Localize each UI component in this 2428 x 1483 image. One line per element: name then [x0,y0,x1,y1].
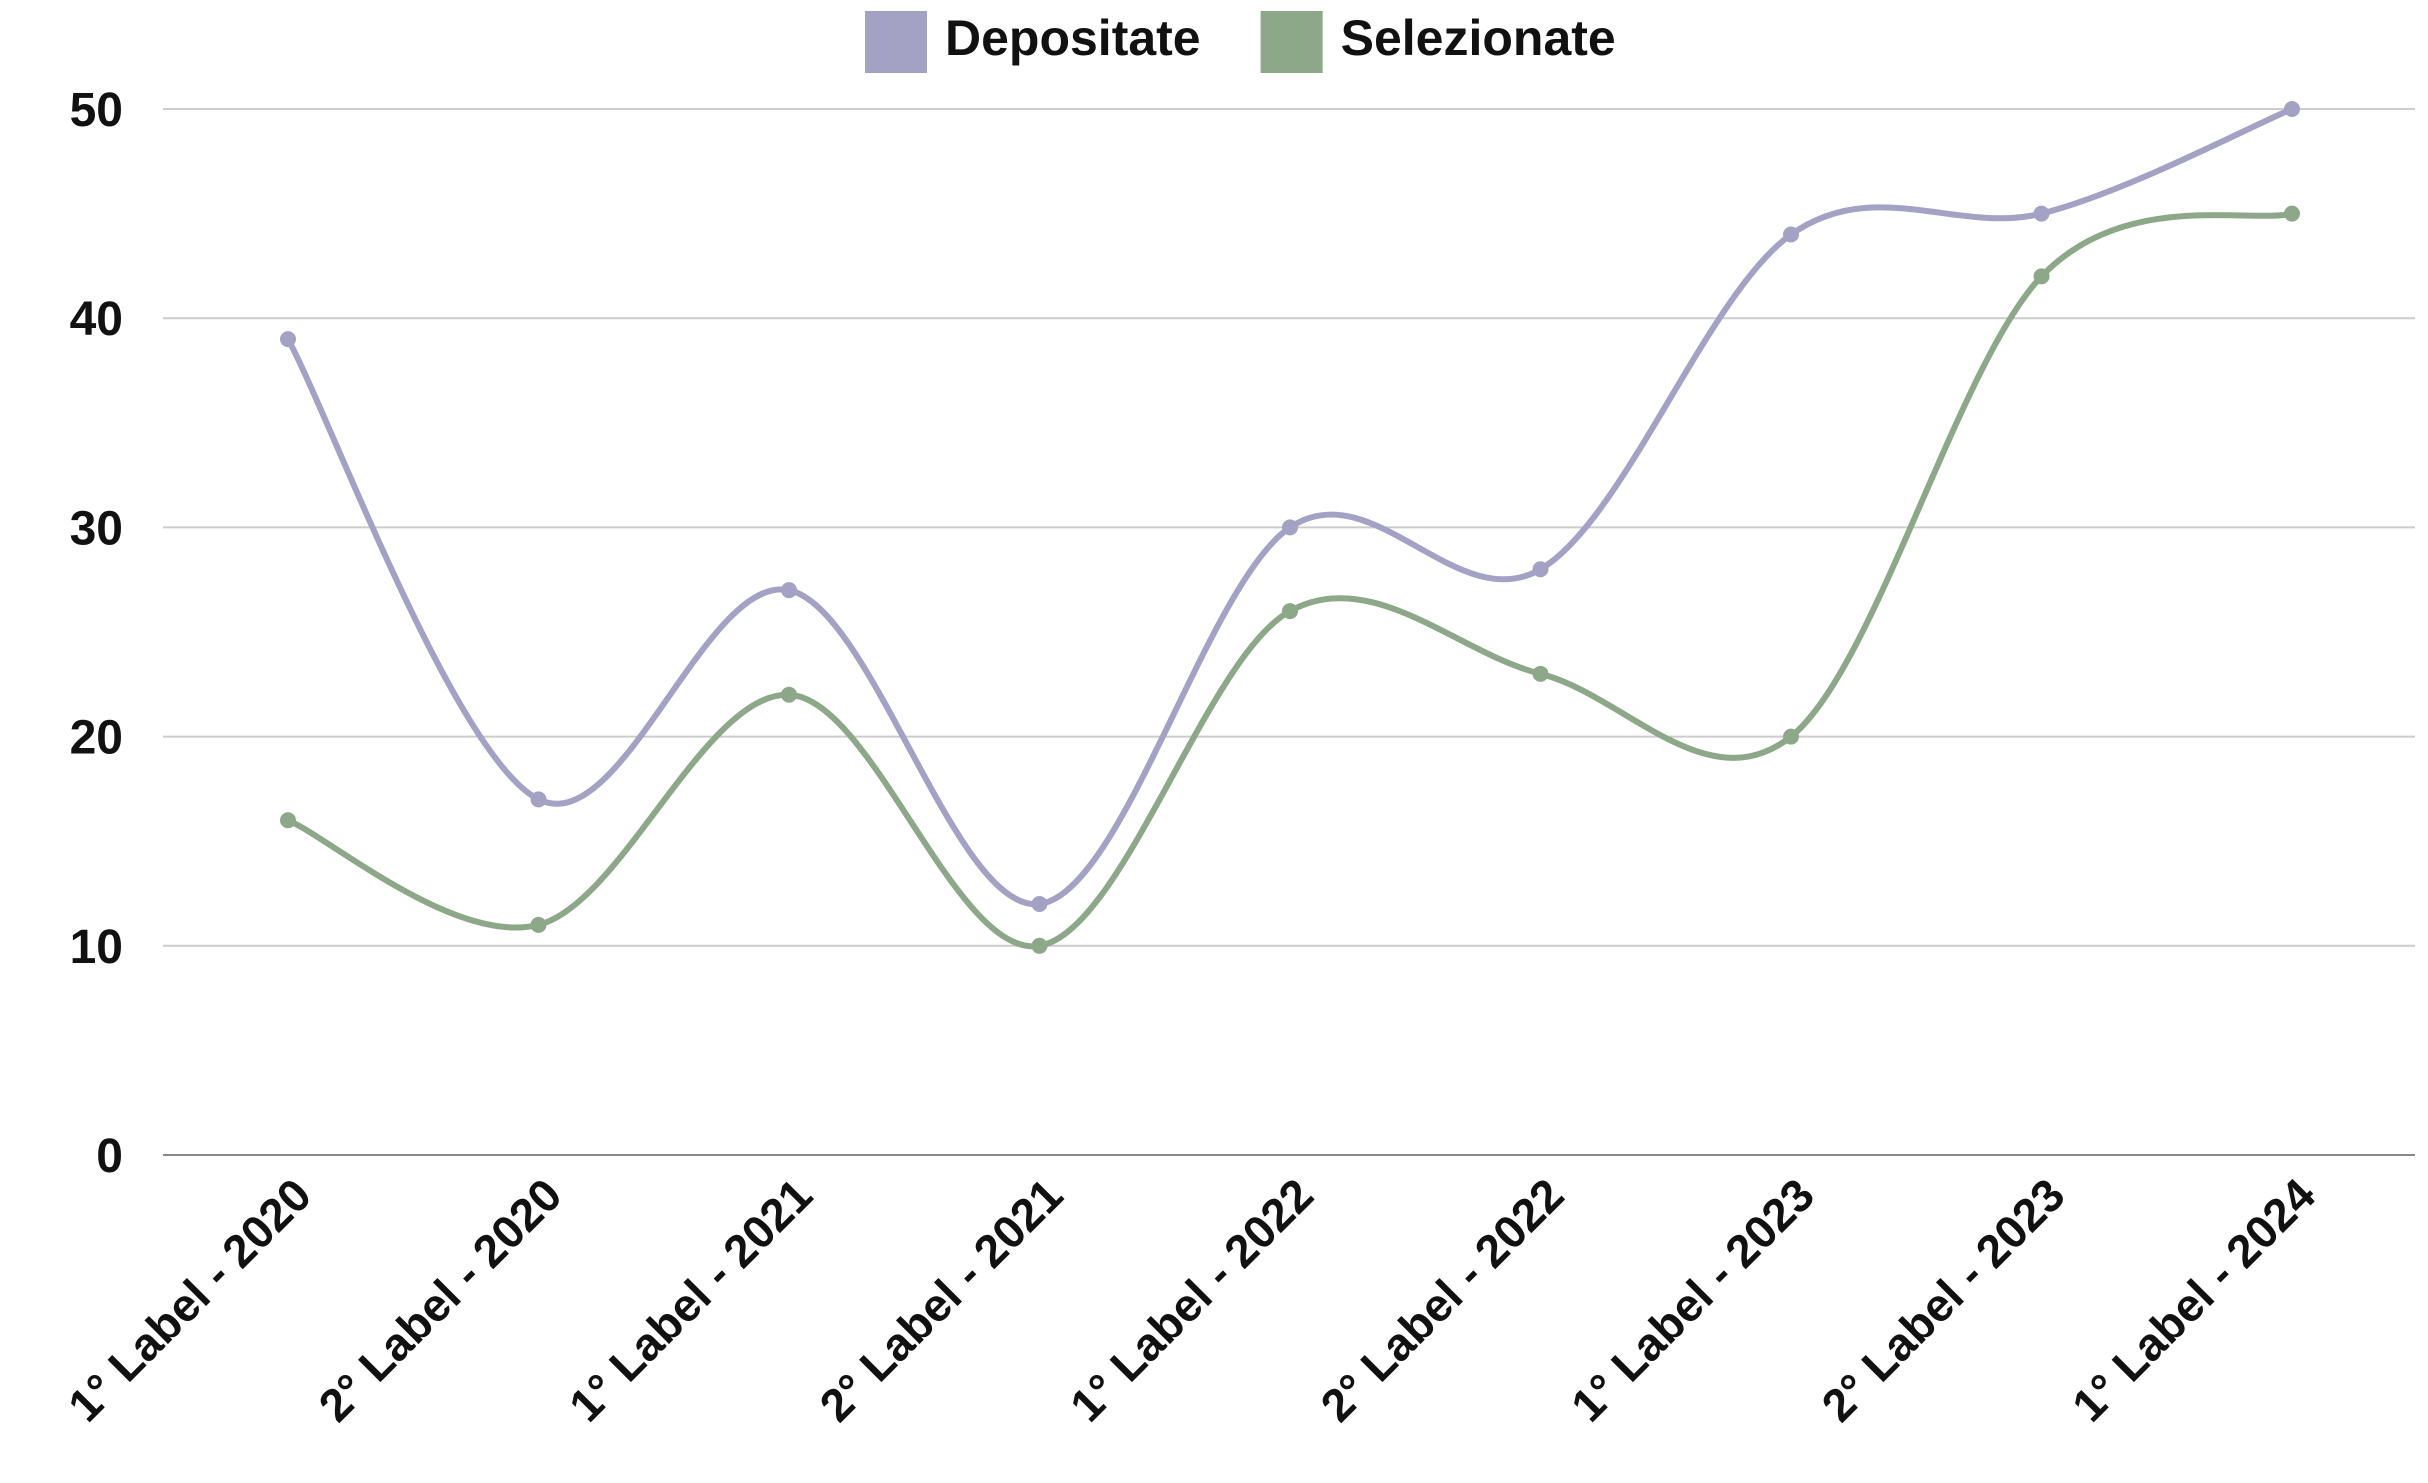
y-tick-label: 20 [70,712,123,765]
x-tick-label: 2° Label - 2022 [1310,1168,1573,1431]
series-line [285,106,2294,907]
y-tick-label: 40 [70,293,123,346]
data-point [1031,895,1048,912]
data-point [280,331,296,348]
x-tick-label: 2° Label - 2020 [308,1168,571,1431]
data-point [2284,101,2300,117]
data-point [530,791,547,808]
data-point [530,916,547,933]
data-point [1532,561,1549,578]
series-line [286,210,2293,950]
data-point [2033,268,2050,285]
x-tick-label: 1° Label - 2024 [2062,1168,2325,1431]
data-point [2033,205,2050,222]
x-tick-label: 1° Label - 2020 [58,1168,321,1431]
data-point [781,686,797,703]
data-point [1783,728,1799,745]
y-tick-label: 30 [70,502,123,555]
legend-swatch [865,11,927,73]
y-tick-label: 50 [70,84,123,137]
x-tick-label: 2° Label - 2021 [809,1168,1072,1431]
legend-swatch [1260,11,1323,73]
x-tick-label: 1° Label - 2022 [1060,1168,1323,1431]
x-tick-label: 2° Label - 2023 [1811,1168,2074,1431]
data-point [1783,226,1799,243]
data-point [781,582,797,599]
x-tick-label: 1° Label - 2021 [559,1168,822,1431]
data-point [1031,937,1048,954]
x-tick-label: 1° Label - 2023 [1561,1168,1824,1431]
y-tick-label: 0 [96,1130,123,1183]
data-point [2284,205,2300,222]
data-point [1282,603,1298,620]
data-point [1532,665,1549,682]
y-tick-label: 10 [70,921,123,974]
legend-label: Depositate [945,10,1201,66]
data-point [280,812,296,829]
legend-label: Selezionate [1341,10,1616,66]
data-point [1282,519,1298,536]
